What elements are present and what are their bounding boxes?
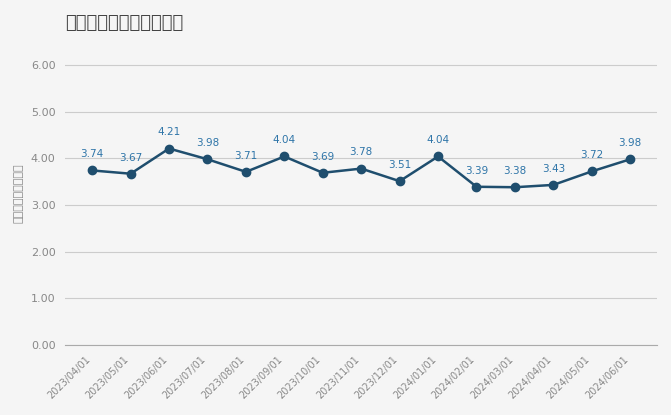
Y-axis label: 平均滞在日数（泊）: 平均滞在日数（泊）: [14, 164, 24, 223]
Text: 3.51: 3.51: [388, 160, 411, 170]
Text: 3.69: 3.69: [311, 151, 334, 162]
Text: 3.38: 3.38: [503, 166, 527, 176]
Text: 3.98: 3.98: [619, 138, 642, 148]
Text: 4.21: 4.21: [158, 127, 180, 137]
Text: 3.78: 3.78: [350, 147, 373, 157]
Text: 4.04: 4.04: [427, 135, 450, 145]
Text: 3.74: 3.74: [81, 149, 104, 159]
Text: 3.67: 3.67: [119, 153, 142, 163]
Text: 3.43: 3.43: [541, 164, 565, 174]
Text: 3.71: 3.71: [234, 151, 258, 161]
Text: 民泊のみの平均滞在日数: 民泊のみの平均滞在日数: [65, 14, 184, 32]
Text: 4.04: 4.04: [273, 135, 296, 145]
Text: 3.39: 3.39: [465, 166, 488, 176]
Text: 3.98: 3.98: [196, 138, 219, 148]
Text: 3.72: 3.72: [580, 150, 603, 160]
